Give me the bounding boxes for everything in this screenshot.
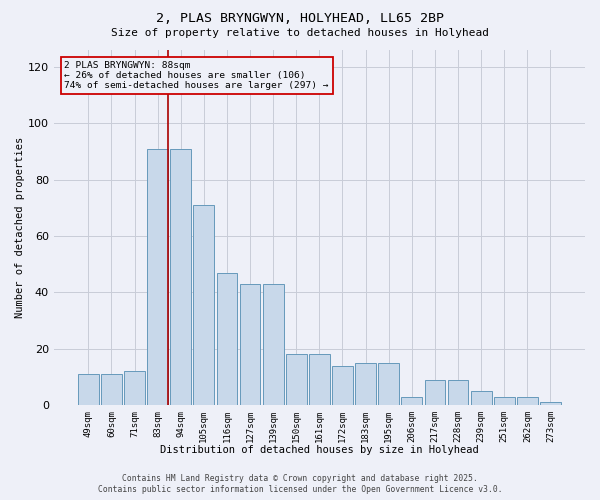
Text: Contains HM Land Registry data © Crown copyright and database right 2025.
Contai: Contains HM Land Registry data © Crown c… — [98, 474, 502, 494]
Text: 2 PLAS BRYNGWYN: 88sqm
← 26% of detached houses are smaller (106)
74% of semi-de: 2 PLAS BRYNGWYN: 88sqm ← 26% of detached… — [64, 60, 329, 90]
Text: 2, PLAS BRYNGWYN, HOLYHEAD, LL65 2BP: 2, PLAS BRYNGWYN, HOLYHEAD, LL65 2BP — [156, 12, 444, 26]
Bar — [425, 380, 445, 405]
Bar — [494, 396, 515, 405]
Bar — [101, 374, 122, 405]
Bar — [124, 372, 145, 405]
Bar — [540, 402, 561, 405]
Bar — [170, 148, 191, 405]
Bar — [286, 354, 307, 405]
Y-axis label: Number of detached properties: Number of detached properties — [15, 137, 25, 318]
X-axis label: Distribution of detached houses by size in Holyhead: Distribution of detached houses by size … — [160, 445, 479, 455]
Bar — [471, 391, 491, 405]
Bar — [193, 205, 214, 405]
Bar — [448, 380, 469, 405]
Bar — [401, 396, 422, 405]
Bar — [78, 374, 99, 405]
Bar — [263, 284, 284, 405]
Bar — [309, 354, 330, 405]
Bar — [217, 272, 238, 405]
Text: Size of property relative to detached houses in Holyhead: Size of property relative to detached ho… — [111, 28, 489, 38]
Bar — [239, 284, 260, 405]
Bar — [355, 363, 376, 405]
Bar — [332, 366, 353, 405]
Bar — [379, 363, 399, 405]
Bar — [517, 396, 538, 405]
Bar — [147, 148, 168, 405]
